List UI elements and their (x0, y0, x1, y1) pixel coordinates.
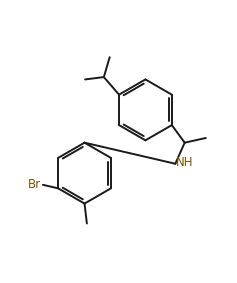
Text: Br: Br (28, 178, 41, 191)
Text: NH: NH (176, 156, 193, 169)
